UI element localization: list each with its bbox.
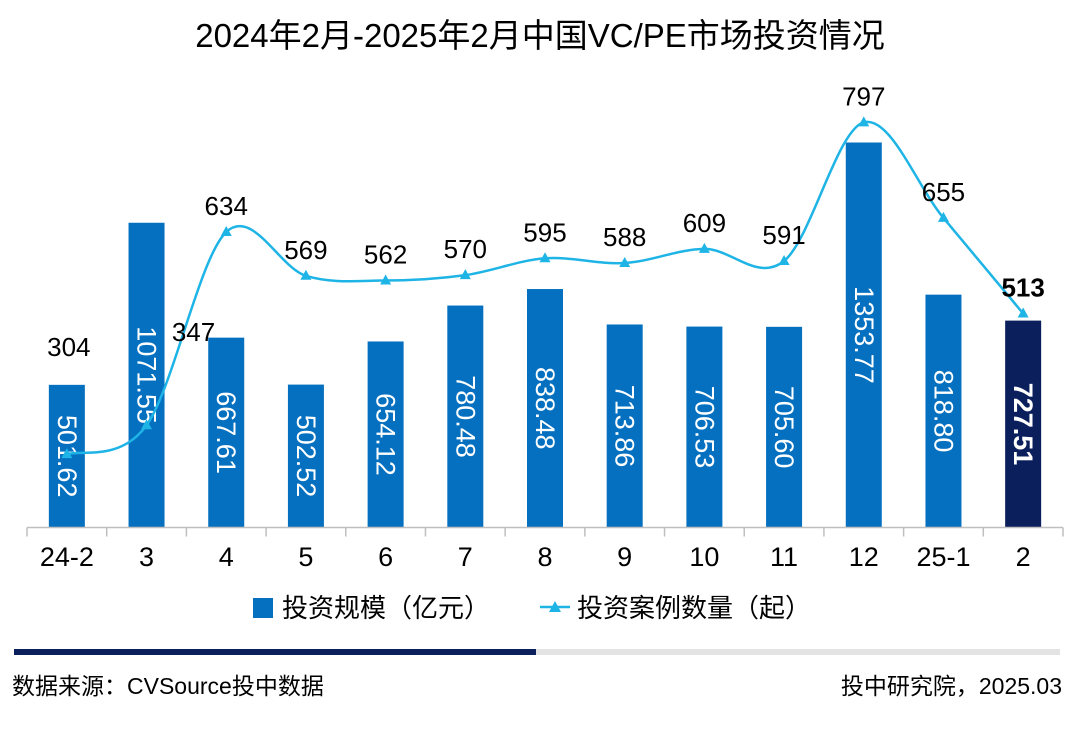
bar-7 xyxy=(447,305,484,528)
line-marker xyxy=(220,226,232,237)
x-tick-label: 9 xyxy=(617,542,632,572)
x-tick-label: 7 xyxy=(458,542,473,572)
line-value-label: 569 xyxy=(284,235,327,265)
line-value-label: 591 xyxy=(762,220,805,250)
bar-3 xyxy=(128,222,165,528)
bar-4 xyxy=(208,337,245,528)
line-marker xyxy=(1017,307,1029,318)
bar-series xyxy=(48,142,1042,528)
x-tick-label: 11 xyxy=(770,542,798,572)
footer-source: 数据来源：CVSource投中数据 xyxy=(12,673,324,699)
bar-value-label: 780.48 xyxy=(450,375,480,458)
x-tick-label: 4 xyxy=(219,542,234,572)
line-marker xyxy=(858,116,870,127)
line-value-label: 513 xyxy=(1001,272,1044,302)
legend-bar-label: 投资规模（亿元） xyxy=(282,593,490,623)
line-marker xyxy=(539,252,551,263)
bar-25-1 xyxy=(925,294,962,528)
legend-line-marker xyxy=(549,601,561,612)
bar-value-label: 706.53 xyxy=(689,386,719,469)
line-marker xyxy=(61,448,73,459)
line-marker xyxy=(380,274,392,285)
bar-value-label: 654.12 xyxy=(371,393,401,476)
x-tick-label: 6 xyxy=(378,542,393,572)
line-marker xyxy=(778,254,790,265)
footer-credit: 投中研究院，2025.03 xyxy=(841,673,1062,699)
line-marker xyxy=(619,257,631,268)
bar-9 xyxy=(606,324,643,528)
legend-line-label: 投资案例数量（起） xyxy=(577,593,811,623)
x-tick-label: 3 xyxy=(139,542,154,572)
bar-6 xyxy=(367,341,404,528)
bar-value-label: 1071.55 xyxy=(132,326,162,424)
line-marker xyxy=(300,269,312,280)
bar-value-label: 705.60 xyxy=(769,386,799,469)
bar-5 xyxy=(287,384,324,528)
line-value-labels: 304 347 634 569 562 570 595 588 609 591 797 655 513 xyxy=(47,81,1045,362)
x-tick-label: 8 xyxy=(537,542,552,572)
bar-value-label: 713.86 xyxy=(610,385,640,468)
bar-12 xyxy=(845,142,882,528)
line-value-label: 609 xyxy=(683,208,726,238)
line-marker xyxy=(698,242,710,253)
x-tick-label: 5 xyxy=(298,542,313,572)
line-value-label: 570 xyxy=(444,234,487,264)
line-marker xyxy=(937,211,949,222)
bar-11 xyxy=(766,326,803,528)
x-tick-label: 2 xyxy=(1016,542,1031,572)
legend-bar-swatch xyxy=(253,598,273,618)
footer-divider-dark xyxy=(14,649,536,655)
line-marker xyxy=(141,419,153,430)
bar-value-label: 1353.77 xyxy=(849,286,879,384)
line-value-label: 304 xyxy=(47,332,90,362)
bar-value-label: 667.61 xyxy=(211,391,241,474)
x-tick-label: 24-2 xyxy=(40,542,94,572)
legend: 投资规模（亿元） 投资案例数量（起） xyxy=(253,593,811,623)
bar-value-label: 818.80 xyxy=(928,370,958,453)
x-tick-label: 10 xyxy=(689,542,719,572)
x-axis-tick-labels: 24-2 3 4 5 6 7 8 9 10 11 12 25-1 2 xyxy=(40,542,1031,572)
bar-value-label: 727.51 xyxy=(1008,383,1038,466)
footer-divider-light xyxy=(536,649,1060,655)
line-value-label: 588 xyxy=(603,222,646,252)
bar-value-label: 838.48 xyxy=(530,367,560,450)
x-axis-ticks xyxy=(26,527,1064,537)
x-tick-label: 25-1 xyxy=(916,542,970,572)
line-value-label: 562 xyxy=(364,240,407,270)
line-value-label: 347 xyxy=(172,317,215,347)
chart-title: 2024年2月-2025年2月中国VC/PE市场投资情况 xyxy=(195,17,885,54)
line-value-label: 655 xyxy=(922,177,965,207)
bar-value-label: 502.52 xyxy=(291,415,321,498)
bar-8 xyxy=(527,289,563,528)
line-value-label: 634 xyxy=(205,191,248,221)
line-value-label: 797 xyxy=(842,81,885,111)
bar-10 xyxy=(686,326,723,528)
bar-2 xyxy=(1005,320,1042,528)
line-marker xyxy=(459,269,471,280)
line-value-label: 595 xyxy=(523,217,566,247)
x-tick-label: 12 xyxy=(849,542,879,572)
line-series xyxy=(61,116,1029,459)
line-path xyxy=(66,120,1025,456)
